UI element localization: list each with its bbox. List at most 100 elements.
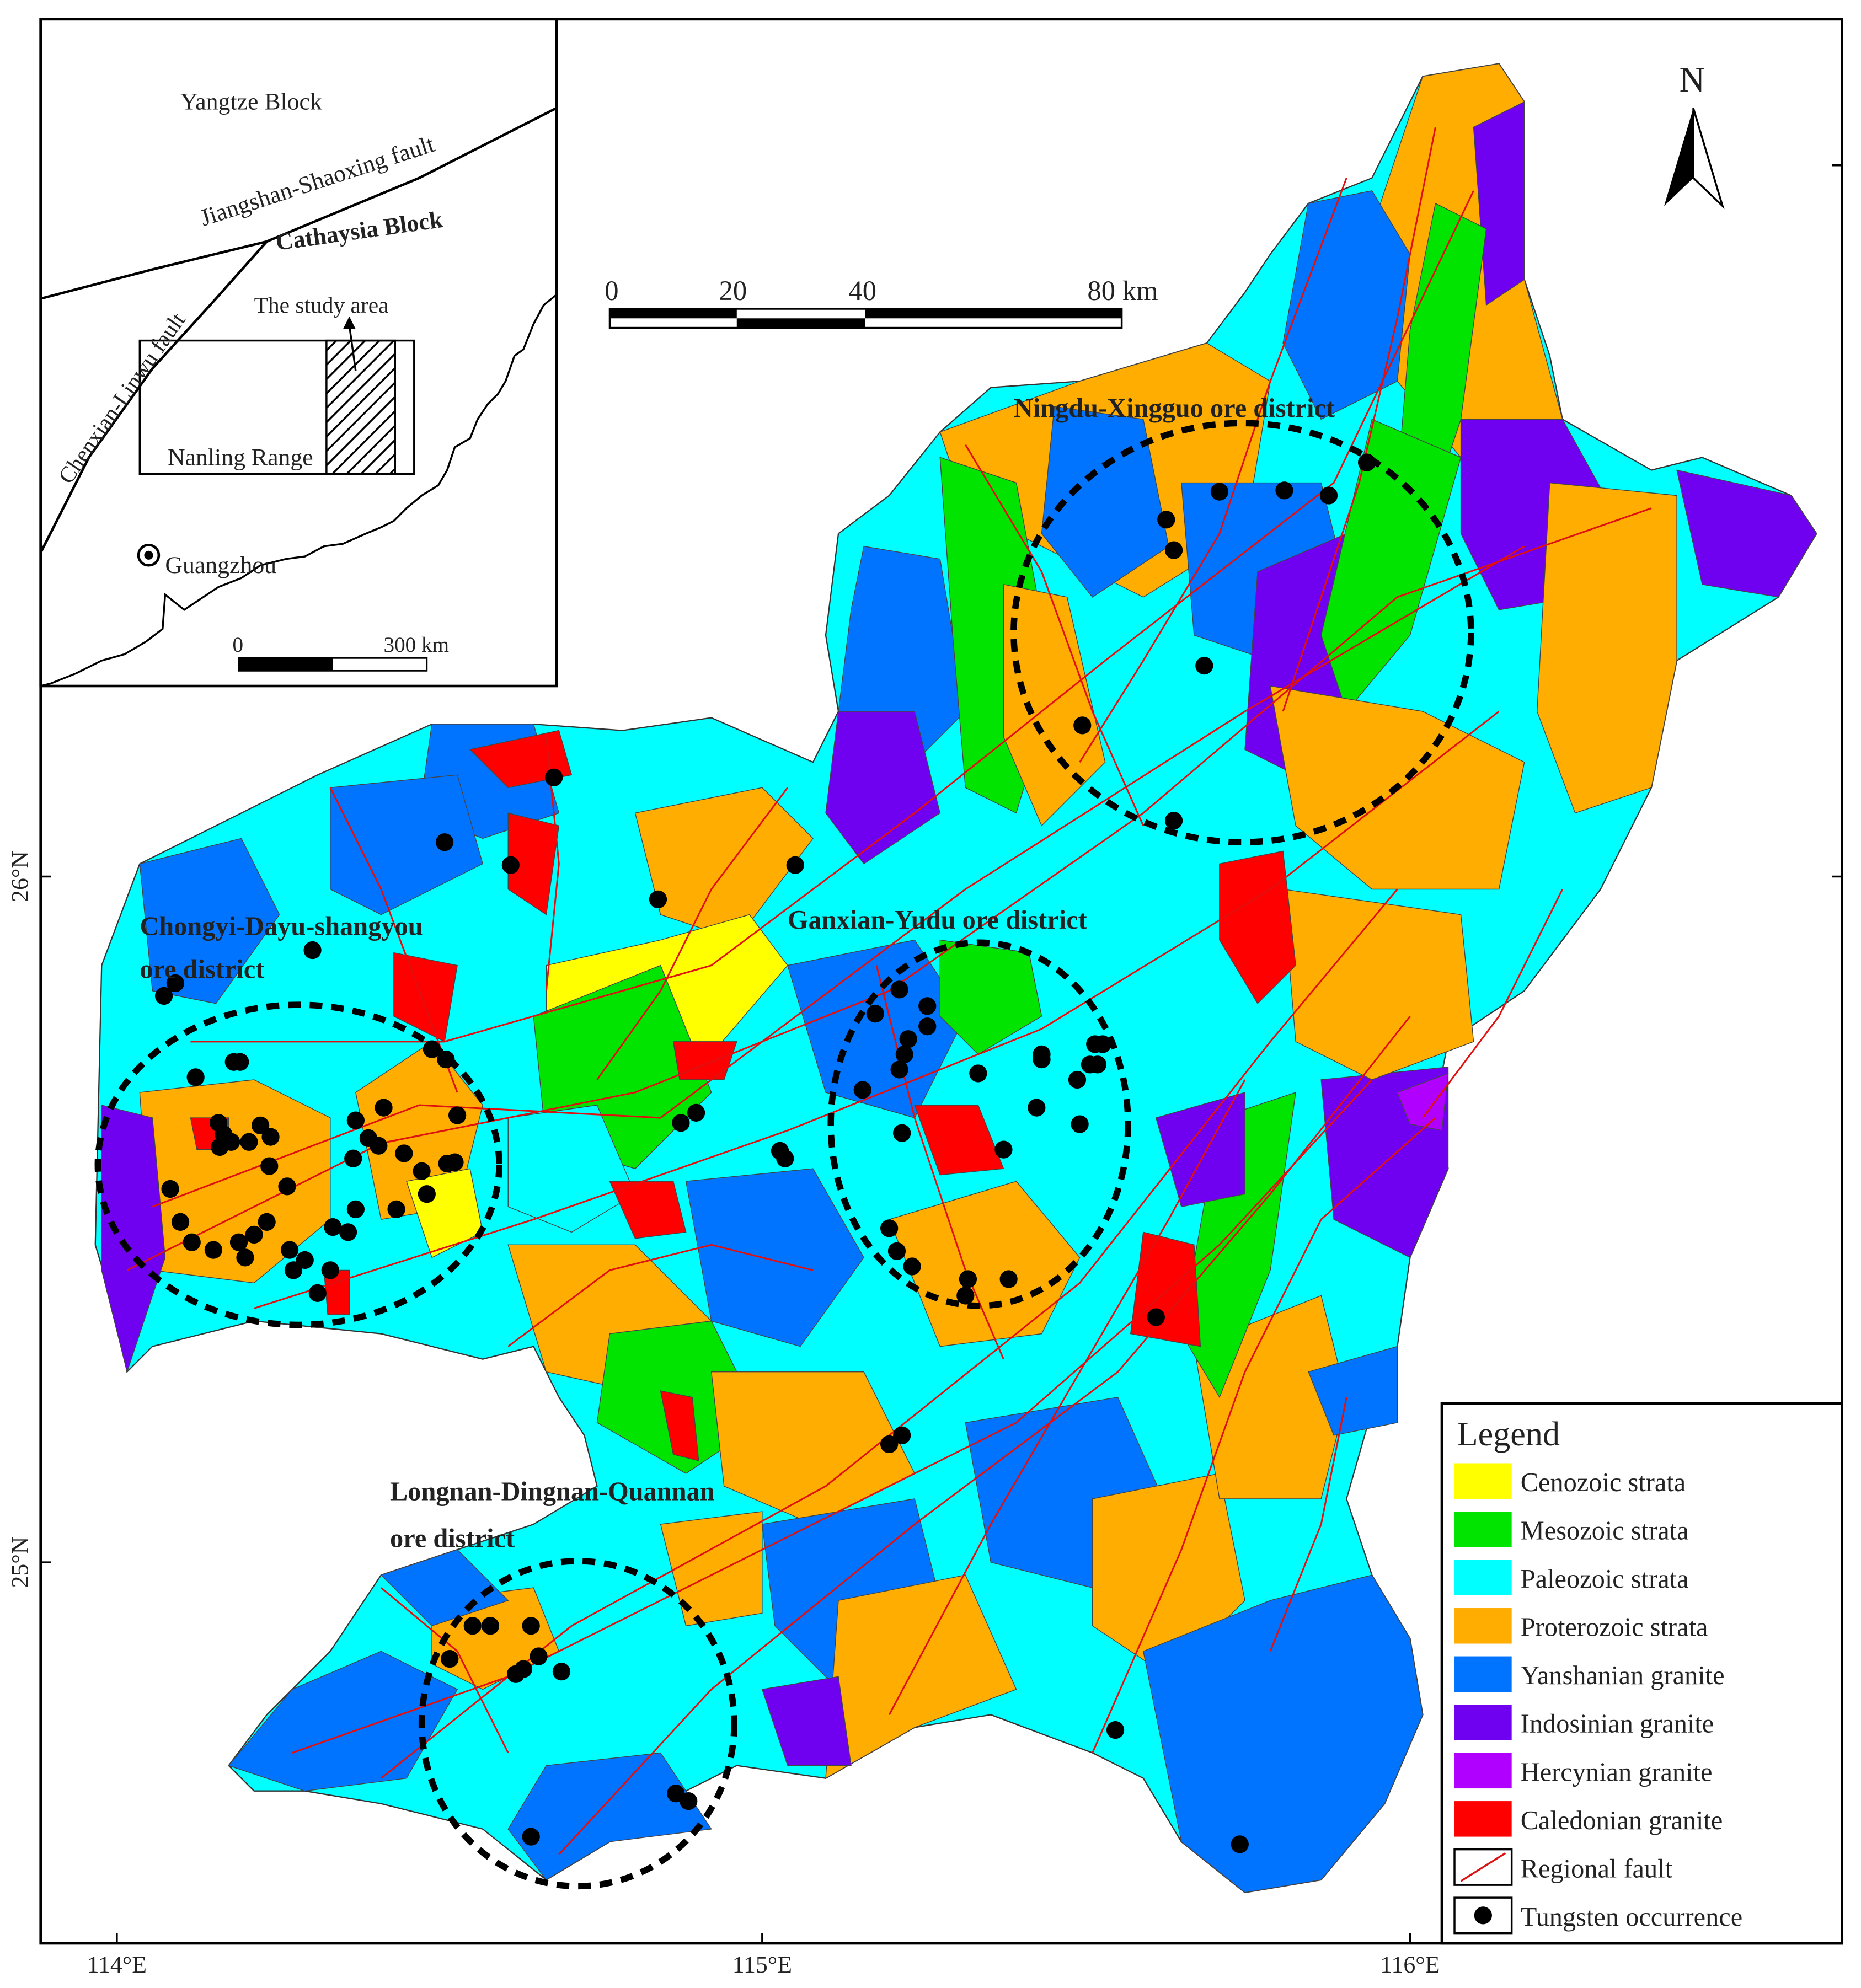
tungsten-occurrence [370, 1137, 388, 1155]
legend-label: Indosinian granite [1521, 1710, 1714, 1739]
tungsten-occurrence [1147, 1308, 1165, 1326]
legend-swatch [1454, 1463, 1512, 1499]
legend-swatch [1454, 1656, 1512, 1692]
tungsten-occurrence [522, 1617, 540, 1635]
tungsten-occurrence [1164, 541, 1183, 559]
inset-city-symbol [144, 550, 153, 560]
fault [1079, 178, 1347, 763]
inset-arrow-head [343, 316, 356, 329]
tungsten-occurrence [258, 1213, 276, 1231]
tungsten-occurrence [1164, 812, 1183, 830]
tungsten-occurrence [918, 997, 937, 1015]
scale-label: 0 [605, 275, 618, 306]
tungsten-occurrence [395, 1144, 413, 1162]
tungsten-occurrence [423, 1040, 441, 1058]
graticule-ticks [40, 164, 1842, 1944]
fault [254, 710, 1500, 1309]
tungsten-occurrence [1275, 481, 1293, 500]
geology-unit [914, 1105, 1004, 1176]
geology-unit [330, 774, 483, 915]
tungsten-occurrence [446, 1153, 464, 1171]
inset-map: Yangtze Block Jiangshan-Shaoxing fault C… [39, 18, 558, 688]
geology-unit [787, 939, 966, 1118]
tungsten-occurrence [1068, 1070, 1087, 1089]
inset-label: Nanling Range [168, 444, 313, 470]
geology-unit [1308, 1346, 1398, 1436]
scale-bar: 0 20 40 80 km [605, 275, 1158, 329]
district-label: Longnan-Dingnan-Quannan [390, 1477, 715, 1506]
geology [94, 63, 1817, 1894]
tungsten-occurrence [387, 1200, 405, 1218]
latitude-label: 25°N [7, 1537, 34, 1588]
tungsten-occurrence [1033, 1050, 1051, 1069]
fault [1422, 888, 1564, 1118]
tungsten-occurrence [261, 1128, 280, 1146]
legend-title: Legend [1457, 1416, 1560, 1453]
district-label: Ningdu-Xingguo ore district [1014, 394, 1335, 423]
geology-unit [685, 1168, 864, 1347]
tungsten-occurrence [346, 1200, 365, 1218]
inset-label: Yangtze Block [180, 88, 322, 115]
geology-unit [1142, 1574, 1424, 1893]
tungsten-occurrence [437, 1050, 455, 1069]
tungsten-occurrence [545, 768, 563, 786]
fault [507, 1244, 814, 1347]
tungsten-occurrence [344, 1149, 362, 1167]
legend-label: Mesozoic strata [1521, 1517, 1689, 1546]
tungsten-occurrence [1195, 657, 1213, 675]
tungsten-occurrence [280, 1241, 299, 1259]
inset-frame [39, 18, 558, 688]
tungsten-occurrence [672, 1114, 690, 1132]
district-ring [418, 1558, 737, 1890]
district-ring [1010, 420, 1474, 846]
tungsten-occurrence [552, 1663, 571, 1681]
tungsten-occurrence [418, 1185, 436, 1203]
tungsten-occurrence [959, 1270, 977, 1288]
tungsten-occurrence [166, 974, 184, 993]
longitude-label: 114°E [87, 1952, 147, 1978]
tungsten-occurrence [786, 856, 804, 874]
tungsten-occurrence [1357, 453, 1376, 471]
tungsten-occurrence [463, 1617, 482, 1635]
inset-nanling-box [138, 339, 415, 475]
legend-label: Proterozoic strata [1521, 1613, 1708, 1642]
tungsten-occurrence [903, 1257, 921, 1276]
fault [965, 444, 1145, 826]
tungsten-occurrence [853, 1081, 871, 1099]
tungsten-occurrence [183, 1233, 201, 1251]
geology-unit [228, 1651, 458, 1792]
geology-unit [507, 1105, 636, 1233]
inset-coastline [40, 294, 557, 687]
tungsten-occurrence [1157, 511, 1175, 529]
tungsten-occurrence [1028, 1099, 1046, 1117]
inset-fault [39, 240, 268, 554]
legend: Legend Cenozoic strata Mesozoic strata Pal… [1440, 1402, 1843, 1945]
inset-label: Guangzhou [165, 552, 276, 578]
tungsten-occurrence [308, 1284, 327, 1302]
tungsten-occurrence [252, 1116, 270, 1134]
legend-label: Cenozoic strata [1521, 1468, 1686, 1497]
tungsten-occurrence [893, 1124, 911, 1142]
geology-unit [1282, 190, 1411, 420]
tungsten-occurrence [687, 1103, 705, 1122]
tungsten-occurrence [231, 1053, 249, 1071]
fault [558, 1015, 1411, 1855]
scale-label: 40 [848, 275, 876, 306]
inset-scale-bar-segment [238, 658, 333, 671]
geology-unit [1041, 406, 1169, 598]
tungsten-occurrence [260, 1157, 279, 1175]
geology-unit [1003, 583, 1106, 827]
tungsten-occurrence [866, 1005, 884, 1023]
tungsten-occurrence [776, 1149, 794, 1167]
districts [94, 420, 1474, 1890]
scale-bar-segment [865, 308, 1122, 319]
tungsten-occurrence [346, 1111, 365, 1129]
district-label: Chongyi-Dayu-shangyou [140, 912, 423, 941]
tungsten-occurrence [211, 1138, 229, 1156]
district-ring [827, 939, 1131, 1309]
geology-unit [323, 1269, 350, 1315]
district-label: ore district [390, 1524, 515, 1553]
tungsten-occurrence [161, 1180, 179, 1198]
